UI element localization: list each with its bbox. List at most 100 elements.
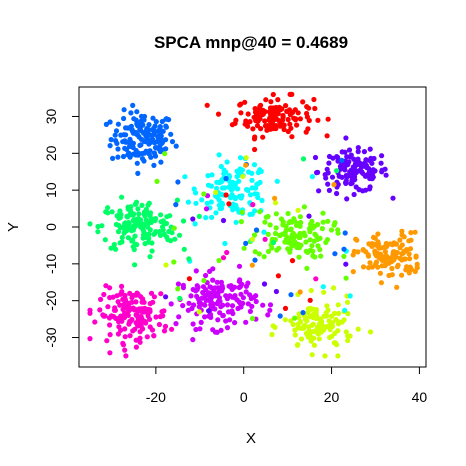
data-point	[162, 323, 169, 329]
data-point	[197, 326, 203, 332]
data-point	[181, 246, 187, 252]
data-point	[103, 121, 109, 127]
data-point	[200, 284, 207, 290]
data-point	[341, 317, 347, 323]
data-point	[153, 119, 159, 125]
data-point	[186, 300, 192, 306]
data-point	[304, 110, 310, 117]
data-point	[323, 175, 329, 181]
data-point	[142, 150, 148, 156]
data-point	[227, 317, 233, 323]
data-point	[87, 310, 93, 316]
data-point	[160, 313, 166, 319]
data-point	[341, 253, 347, 259]
data-point	[383, 172, 389, 178]
data-point	[133, 199, 140, 205]
data-point	[257, 116, 263, 122]
data-point	[113, 128, 120, 134]
data-point	[108, 245, 114, 251]
data-point	[144, 334, 150, 340]
data-point	[169, 139, 176, 145]
data-point	[318, 327, 324, 333]
data-point	[151, 150, 157, 156]
data-point	[95, 223, 101, 230]
data-point	[386, 272, 392, 279]
data-point	[209, 172, 215, 178]
data-point	[201, 277, 207, 284]
data-point	[223, 175, 229, 182]
data-point	[220, 312, 226, 319]
data-point	[307, 225, 313, 231]
data-point	[403, 247, 410, 253]
data-point	[176, 314, 182, 320]
data-point	[262, 219, 268, 225]
data-point	[141, 232, 147, 238]
data-point	[333, 317, 339, 323]
data-point	[130, 305, 136, 311]
data-point	[214, 329, 220, 335]
data-point	[298, 336, 305, 342]
data-point	[290, 321, 296, 328]
data-point	[224, 302, 231, 308]
data-point	[351, 191, 357, 198]
data-point	[121, 115, 127, 122]
data-point	[232, 195, 238, 201]
data-point	[350, 269, 356, 275]
data-point	[276, 118, 282, 124]
data-point	[125, 125, 131, 131]
data-point	[182, 174, 188, 180]
data-point	[316, 188, 322, 194]
data-point	[341, 246, 347, 252]
data-point	[232, 181, 238, 187]
data-point	[401, 234, 407, 240]
data-point	[107, 295, 113, 301]
data-point	[122, 292, 128, 299]
data-point	[113, 221, 119, 228]
data-point	[109, 209, 115, 215]
data-point	[175, 281, 181, 287]
data-point	[236, 284, 242, 291]
chart-title: SPCA mnp@40 = 0.4689	[154, 33, 348, 52]
data-point	[414, 265, 420, 271]
data-point	[314, 170, 320, 176]
data-point	[216, 257, 222, 264]
data-point	[204, 102, 210, 108]
data-point	[214, 279, 220, 285]
data-point	[378, 160, 384, 166]
data-point	[272, 195, 278, 201]
data-point	[339, 161, 345, 167]
data-point	[202, 314, 208, 320]
data-point	[122, 334, 128, 340]
data-point	[176, 232, 183, 238]
data-point	[408, 230, 414, 236]
data-point	[273, 200, 279, 206]
data-point	[291, 115, 297, 121]
data-point	[209, 214, 215, 220]
data-point	[234, 206, 240, 212]
data-point	[246, 169, 252, 175]
data-point	[320, 284, 326, 290]
data-point	[251, 162, 258, 168]
data-point	[273, 211, 279, 217]
data-point	[115, 229, 122, 235]
data-point	[137, 329, 143, 335]
data-point	[106, 315, 113, 321]
data-point	[297, 289, 303, 295]
data-point	[238, 110, 244, 116]
data-point	[342, 149, 348, 155]
data-point	[287, 249, 293, 255]
data-point	[107, 350, 113, 356]
data-point	[279, 231, 285, 237]
data-point	[407, 246, 414, 252]
data-point	[185, 307, 191, 313]
data-point	[127, 141, 133, 147]
data-point	[115, 299, 121, 305]
data-point	[202, 302, 208, 308]
data-point	[294, 122, 300, 128]
data-point	[355, 149, 361, 155]
data-point	[307, 297, 313, 303]
data-point	[261, 229, 267, 235]
data-point	[234, 297, 240, 303]
data-point	[344, 196, 350, 202]
